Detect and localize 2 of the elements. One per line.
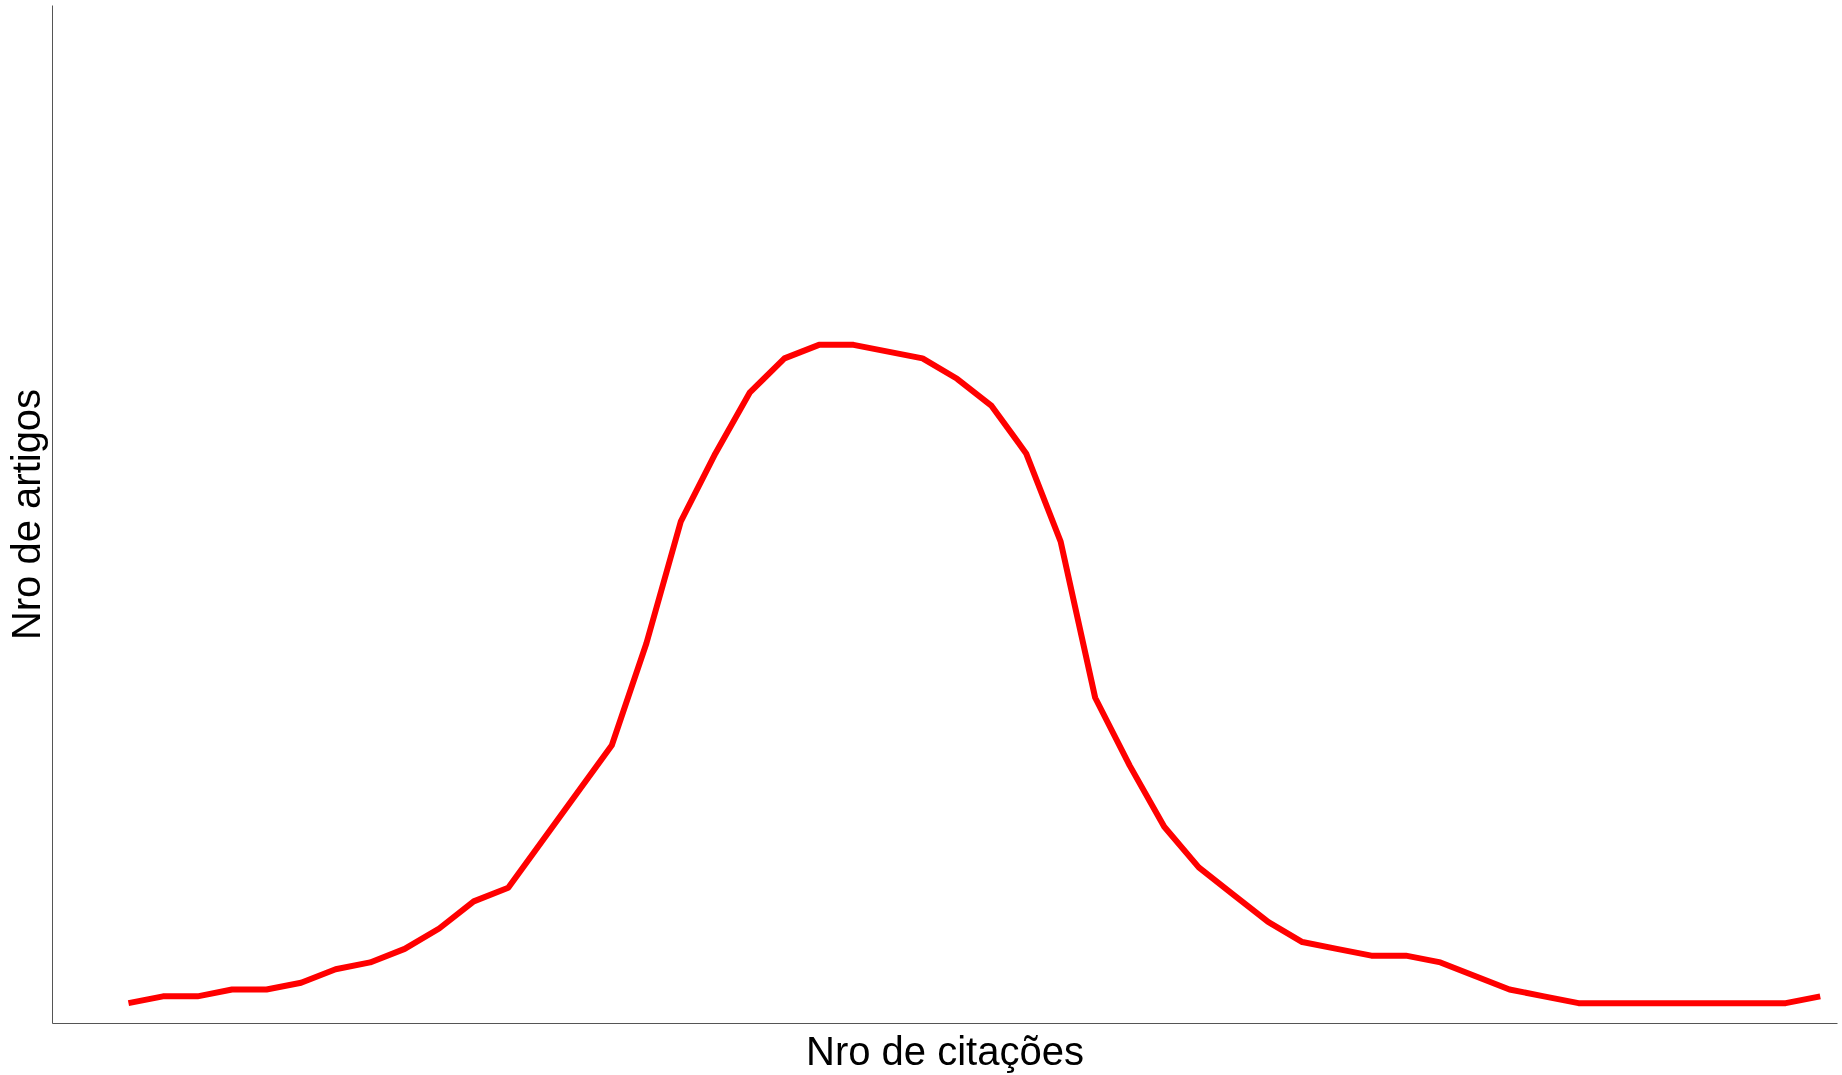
y-axis-title: Nro de artigos bbox=[3, 388, 48, 641]
x-axis-title: Nro de citações bbox=[806, 1028, 1084, 1073]
